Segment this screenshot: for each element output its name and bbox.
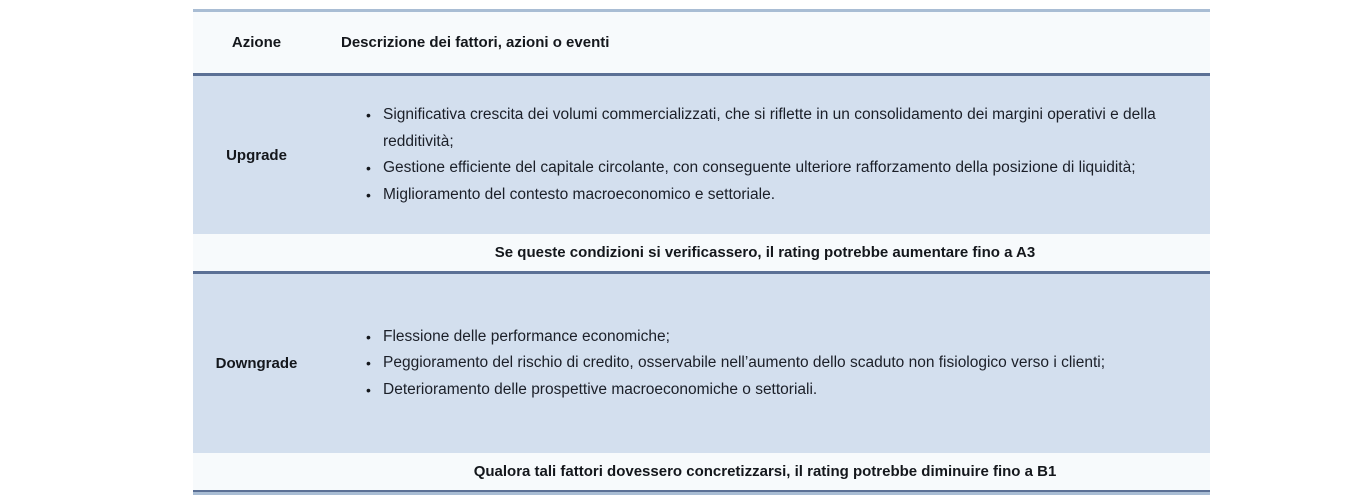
bullet-dot-icon: • (366, 381, 371, 398)
downgrade-rating-note: Qualora tali fattori dovessero concretiz… (473, 463, 1057, 480)
downgrade-bullet-list: • Flessione delle performance economiche… (341, 324, 1192, 404)
header-azione-label: Azione (231, 34, 282, 51)
header-cell-descrizione: Descrizione dei fattori, azioni o eventi (320, 34, 1210, 52)
header-cell-azione: Azione (193, 34, 320, 51)
table-bottom-border-light (193, 492, 1210, 495)
downgrade-action-cell: Downgrade (193, 355, 320, 372)
bullet-item: • Deterioramento delle prospettive macro… (366, 377, 1192, 404)
bullet-text: Deterioramento delle prospettive macroec… (383, 380, 818, 398)
note-spacer (193, 453, 320, 490)
bullet-dot-icon: • (366, 160, 371, 176)
upgrade-rating-note: Se queste condizioni si verificassero, i… (494, 244, 1036, 261)
note-spacer (193, 234, 320, 271)
header-descrizione-label: Descrizione dei fattori, azioni o eventi (341, 33, 610, 51)
rating-factors-table: Azione Descrizione dei fattori, azioni o… (193, 9, 1210, 495)
upgrade-description-cell: • Significativa crescita dei volumi comm… (320, 102, 1210, 208)
bullet-dot-icon: • (366, 328, 371, 345)
bullet-item: • Significativa crescita dei volumi comm… (366, 102, 1192, 155)
bullet-item: • Flessione delle performance economiche… (366, 324, 1192, 351)
upgrade-bullet-list: • Significativa crescita dei volumi comm… (341, 102, 1192, 208)
downgrade-rating-note-row: Qualora tali fattori dovessero concretiz… (193, 453, 1210, 490)
upgrade-row: Upgrade • Significativa crescita dei vol… (193, 76, 1210, 234)
bullet-text: Peggioramento del rischio di credito, os… (383, 354, 1106, 372)
bullet-item: • Gestione efficiente del capitale circo… (366, 155, 1192, 182)
table-header-row: Azione Descrizione dei fattori, azioni o… (193, 12, 1210, 76)
bullet-item: • Miglioramento del contesto macroeconom… (366, 182, 1192, 209)
bullet-dot-icon: • (366, 355, 371, 372)
downgrade-row: Downgrade • Flessione delle performance … (193, 274, 1210, 453)
downgrade-description-cell: • Flessione delle performance economiche… (320, 324, 1210, 404)
bullet-text: Miglioramento del contesto macroeconomic… (383, 185, 775, 203)
upgrade-label: Upgrade (226, 146, 287, 164)
downgrade-label: Downgrade (215, 355, 298, 372)
bullet-dot-icon: • (366, 107, 371, 123)
table-bottom-border-dark (193, 490, 1210, 492)
bullet-item: • Peggioramento del rischio di credito, … (366, 350, 1192, 377)
bullet-text: Gestione efficiente del capitale circola… (383, 159, 1136, 176)
upgrade-action-cell: Upgrade (193, 147, 320, 164)
bullet-dot-icon: • (366, 186, 371, 203)
bullet-text: Flessione delle performance economiche; (383, 327, 670, 345)
bullet-text: Significativa crescita dei volumi commer… (383, 106, 1156, 150)
upgrade-rating-note-row: Se queste condizioni si verificassero, i… (193, 234, 1210, 274)
